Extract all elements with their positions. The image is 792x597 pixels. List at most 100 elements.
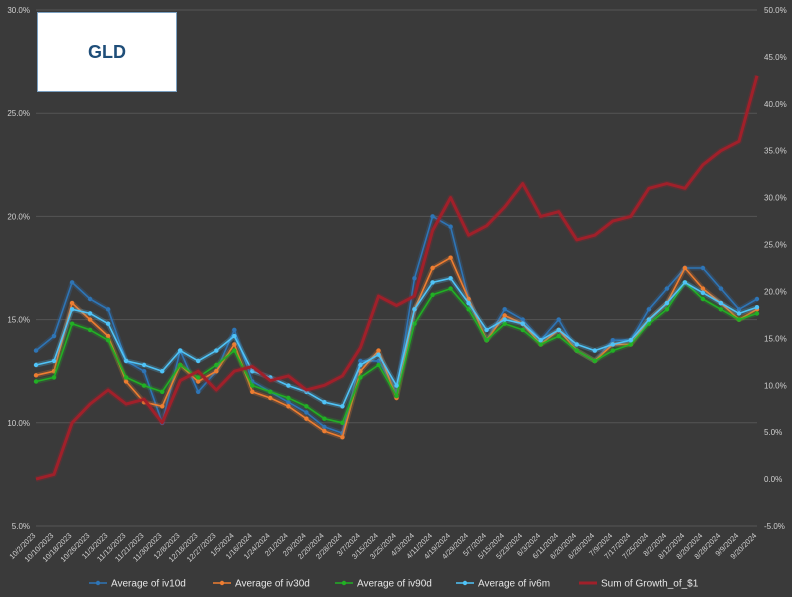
series-average-of-iv90d xyxy=(33,279,760,426)
data-point xyxy=(520,327,525,333)
series-line xyxy=(35,256,758,438)
data-point xyxy=(394,383,399,388)
y-right-tick-label: 0.0% xyxy=(764,475,782,484)
data-point xyxy=(322,428,327,434)
chart-title: GLD xyxy=(88,41,126,62)
data-point xyxy=(574,342,579,347)
data-point xyxy=(340,435,345,440)
data-point xyxy=(160,369,165,374)
data-point xyxy=(736,317,742,322)
legend-marker xyxy=(219,580,225,586)
data-point xyxy=(33,362,39,368)
y-right-tick-label: 50.0% xyxy=(764,6,787,15)
data-point xyxy=(664,286,670,291)
data-point xyxy=(304,416,309,421)
series-average-of-iv30d xyxy=(33,255,760,440)
data-point xyxy=(160,404,165,409)
data-point xyxy=(214,369,219,374)
y-left-tick-label: 5.0% xyxy=(12,522,30,531)
data-point xyxy=(430,214,435,219)
data-point xyxy=(736,311,742,316)
y-right-tick-label: 45.0% xyxy=(764,53,787,62)
data-point xyxy=(250,383,255,388)
data-point xyxy=(610,338,615,343)
data-point xyxy=(754,296,760,302)
data-point xyxy=(754,305,760,310)
y-left-tick-label: 30.0% xyxy=(7,6,30,15)
data-point xyxy=(105,321,111,326)
data-point xyxy=(250,389,255,394)
data-point xyxy=(592,348,597,353)
y-right-tick-label: 5.0% xyxy=(764,428,782,437)
data-point xyxy=(376,352,381,357)
data-point xyxy=(700,265,706,271)
data-point xyxy=(448,286,453,291)
y-right-tick-label: 35.0% xyxy=(764,147,787,156)
series-average-of-iv6m xyxy=(33,275,760,409)
data-point xyxy=(51,358,57,364)
data-point xyxy=(214,348,219,353)
data-point xyxy=(448,255,453,260)
data-point xyxy=(286,404,291,409)
data-point xyxy=(232,342,237,347)
data-point xyxy=(322,400,327,405)
data-point xyxy=(268,395,273,401)
legend-label: Sum of Growth_of_$1 xyxy=(601,579,699,590)
data-point xyxy=(556,317,561,322)
data-point xyxy=(520,317,525,322)
data-point xyxy=(87,296,93,302)
data-point xyxy=(178,348,183,353)
data-point xyxy=(196,375,201,380)
data-point xyxy=(430,265,435,271)
data-point xyxy=(69,280,75,285)
data-point xyxy=(502,317,507,322)
data-point xyxy=(304,410,309,415)
data-point xyxy=(538,342,543,347)
data-point xyxy=(105,307,111,312)
data-point xyxy=(51,333,57,339)
data-point xyxy=(376,362,381,368)
data-point xyxy=(718,286,724,291)
y-right-tick-label: 20.0% xyxy=(764,287,787,296)
data-point xyxy=(123,358,129,364)
data-point xyxy=(700,296,706,302)
data-point xyxy=(340,404,345,409)
legend-label: Average of iv6m xyxy=(478,579,550,590)
data-point xyxy=(322,416,327,421)
data-point xyxy=(358,358,363,364)
data-point xyxy=(538,338,543,343)
data-point xyxy=(484,338,489,343)
data-point xyxy=(502,313,507,318)
series-sum-of-growth-of-1 xyxy=(35,74,760,483)
y-right-tick-label: 25.0% xyxy=(764,241,787,250)
y-right-tick-label: 40.0% xyxy=(764,100,787,109)
data-point xyxy=(466,307,471,312)
data-point xyxy=(700,290,706,295)
data-point xyxy=(448,276,453,281)
legend-label: Average of iv30d xyxy=(235,579,310,590)
data-point xyxy=(520,321,525,326)
data-point xyxy=(484,327,489,333)
data-point xyxy=(448,224,453,229)
data-point xyxy=(664,300,670,306)
data-point xyxy=(141,369,147,374)
data-point xyxy=(87,317,93,322)
data-point xyxy=(682,265,688,271)
legend-label: Average of iv10d xyxy=(111,579,186,590)
legend-marker xyxy=(462,580,468,586)
data-point xyxy=(718,307,724,312)
data-point xyxy=(232,333,237,339)
data-point xyxy=(574,348,579,353)
series-line-glow xyxy=(35,255,759,440)
chart-title-box: GLD xyxy=(37,12,177,92)
data-point xyxy=(358,375,363,380)
data-point xyxy=(87,311,93,316)
legend-marker xyxy=(95,580,101,586)
data-point xyxy=(736,307,742,312)
data-point xyxy=(286,400,291,405)
data-point xyxy=(340,420,345,425)
y-left-tick-label: 20.0% xyxy=(7,212,30,221)
data-point xyxy=(556,333,561,339)
data-point xyxy=(628,338,633,343)
